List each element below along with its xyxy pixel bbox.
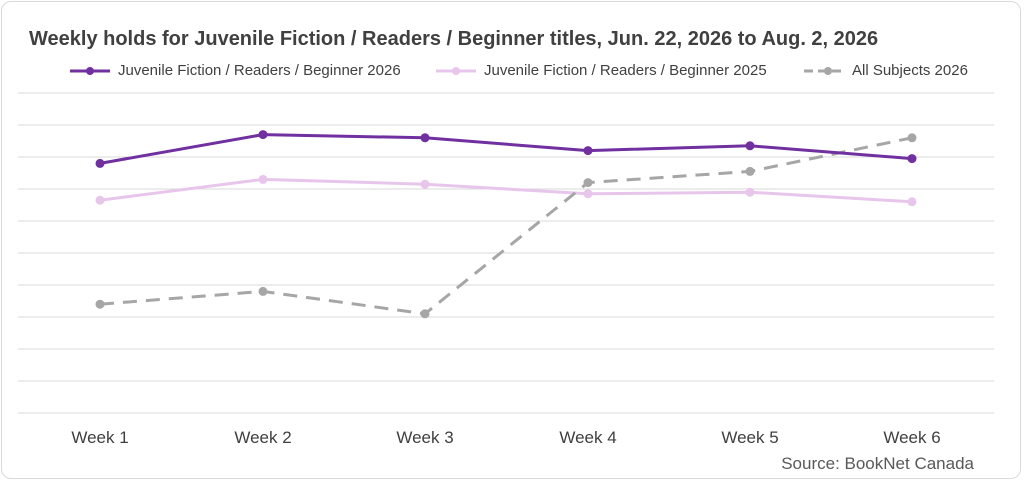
legend-item-2025: Juvenile Fiction / Readers / Beginner 20… xyxy=(434,62,767,79)
series-line-1 xyxy=(98,177,914,204)
chart-title: Weekly holds for Juvenile Fiction / Read… xyxy=(29,28,879,50)
data-point-0 xyxy=(745,141,755,151)
data-point-0 xyxy=(907,154,917,164)
data-point-1 xyxy=(907,197,917,207)
data-point-0 xyxy=(95,158,105,168)
legend-label-2025: Juvenile Fiction / Readers / Beginner 20… xyxy=(484,62,767,79)
series-line-0 xyxy=(98,133,914,165)
x-tick-label: Week 6 xyxy=(883,428,940,447)
source-note: Source: BookNet Canada xyxy=(781,454,974,473)
data-point-1 xyxy=(95,195,105,205)
data-point-1 xyxy=(583,189,593,199)
data-point-2 xyxy=(583,178,593,188)
data-point-0 xyxy=(258,130,268,140)
data-point-2 xyxy=(258,286,268,296)
data-point-0 xyxy=(420,133,430,143)
data-point-2 xyxy=(420,309,430,319)
x-tick-label: Week 2 xyxy=(234,428,291,447)
data-point-2 xyxy=(907,133,917,143)
legend-marker-2025 xyxy=(436,66,476,75)
x-tick-label: Week 5 xyxy=(721,428,778,447)
data-point-2 xyxy=(745,166,755,176)
x-tick-label: Week 4 xyxy=(559,428,616,447)
x-tick-label: Week 1 xyxy=(71,428,128,447)
data-point-1 xyxy=(745,187,755,197)
legend: Juvenile Fiction / Readers / Beginner 20… xyxy=(2,62,1024,86)
x-tick-label: Week 3 xyxy=(396,428,453,447)
series-line-2 xyxy=(99,136,913,316)
data-point-0 xyxy=(583,146,593,156)
legend-marker-all-subjects xyxy=(804,66,844,75)
legend-label-2026: Juvenile Fiction / Readers / Beginner 20… xyxy=(118,62,401,79)
legend-item-all-subjects: All Subjects 2026 xyxy=(802,62,968,79)
legend-label-all-subjects: All Subjects 2026 xyxy=(852,62,968,79)
legend-marker-2026 xyxy=(70,66,110,75)
data-point-1 xyxy=(258,174,268,184)
legend-item-2026: Juvenile Fiction / Readers / Beginner 20… xyxy=(68,62,401,79)
data-point-2 xyxy=(95,299,105,309)
data-point-1 xyxy=(420,179,430,189)
